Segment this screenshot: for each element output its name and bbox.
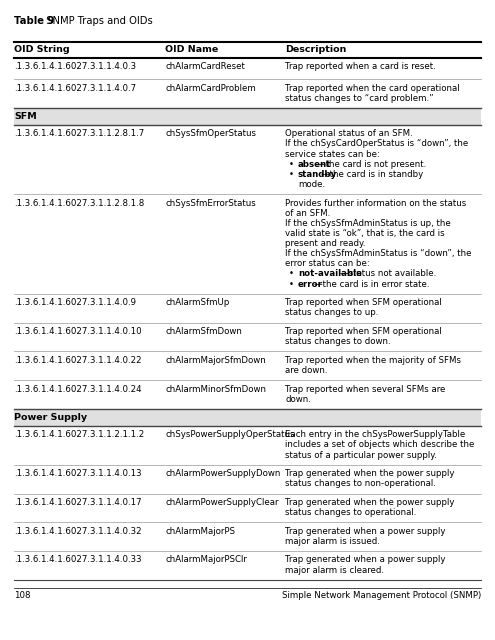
Text: .1.3.6.1.4.1.6027.3.1.1.4.0.3: .1.3.6.1.4.1.6027.3.1.1.4.0.3 <box>14 62 136 71</box>
Text: absent: absent <box>298 160 331 169</box>
Text: major alarm is issued.: major alarm is issued. <box>285 537 380 546</box>
Text: error: error <box>298 280 323 289</box>
Text: status changes to operational.: status changes to operational. <box>285 508 416 517</box>
Text: Power Supply: Power Supply <box>14 413 87 422</box>
Text: chSysPowerSupplyOperStatus: chSysPowerSupplyOperStatus <box>165 430 295 439</box>
Text: If the chSysCardOperStatus is “down”, the: If the chSysCardOperStatus is “down”, th… <box>285 140 468 148</box>
Text: valid state is “ok”, that is, the card is: valid state is “ok”, that is, the card i… <box>285 229 445 238</box>
Text: Trap generated when the power supply: Trap generated when the power supply <box>285 469 454 478</box>
Text: chSysSfmErrorStatus: chSysSfmErrorStatus <box>165 198 256 207</box>
Text: —the card is in error state.: —the card is in error state. <box>314 280 430 289</box>
Text: .1.3.6.1.4.1.6027.3.1.1.4.0.13: .1.3.6.1.4.1.6027.3.1.1.4.0.13 <box>14 469 142 478</box>
Text: Trap reported when the majority of SFMs: Trap reported when the majority of SFMs <box>285 356 461 365</box>
Text: OID String: OID String <box>14 45 70 54</box>
Text: Each entry in the chSysPowerSupplyTable: Each entry in the chSysPowerSupplyTable <box>285 430 465 439</box>
Text: error status can be:: error status can be: <box>285 259 370 268</box>
Text: If the chSysSfmAdminStatus is “down”, the: If the chSysSfmAdminStatus is “down”, th… <box>285 249 472 258</box>
Text: Table 9: Table 9 <box>14 16 54 26</box>
Text: service states can be:: service states can be: <box>285 150 380 159</box>
Text: chAlarmSfmDown: chAlarmSfmDown <box>165 327 242 336</box>
Text: .1.3.6.1.4.1.6027.3.1.1.4.0.10: .1.3.6.1.4.1.6027.3.1.1.4.0.10 <box>14 327 142 336</box>
Text: .1.3.6.1.4.1.6027.3.1.1.4.0.33: .1.3.6.1.4.1.6027.3.1.1.4.0.33 <box>14 556 142 564</box>
Text: chAlarmPowerSupplyClear: chAlarmPowerSupplyClear <box>165 498 279 507</box>
Text: Trap reported when several SFMs are: Trap reported when several SFMs are <box>285 385 446 394</box>
Text: chAlarmMajorPS: chAlarmMajorPS <box>165 527 235 536</box>
Text: —the card is in standby: —the card is in standby <box>321 170 423 179</box>
Text: .1.3.6.1.4.1.6027.3.1.1.4.0.7: .1.3.6.1.4.1.6027.3.1.1.4.0.7 <box>14 84 136 93</box>
Text: standby: standby <box>298 170 337 179</box>
Text: chAlarmMinorSfmDown: chAlarmMinorSfmDown <box>165 385 266 394</box>
Text: .1.3.6.1.4.1.6027.3.1.1.4.0.24: .1.3.6.1.4.1.6027.3.1.1.4.0.24 <box>14 385 142 394</box>
Text: chSysSfmOperStatus: chSysSfmOperStatus <box>165 129 256 138</box>
Text: Trap generated when a power supply: Trap generated when a power supply <box>285 556 446 564</box>
Text: SFM: SFM <box>14 112 37 121</box>
Bar <box>14 108 481 125</box>
Text: Provides further information on the status: Provides further information on the stat… <box>285 198 466 207</box>
Text: OID Name: OID Name <box>165 45 218 54</box>
Text: Trap reported when SFM operational: Trap reported when SFM operational <box>285 327 442 336</box>
Text: status changes to “card problem.”: status changes to “card problem.” <box>285 93 434 102</box>
Text: .1.3.6.1.4.1.6027.3.1.1.4.0.17: .1.3.6.1.4.1.6027.3.1.1.4.0.17 <box>14 498 142 507</box>
Text: includes a set of objects which describe the: includes a set of objects which describe… <box>285 440 474 449</box>
Text: Simple Network Management Protocol (SNMP): Simple Network Management Protocol (SNMP… <box>282 591 481 600</box>
Text: .1.3.6.1.4.1.6027.3.1.1.2.8.1.7: .1.3.6.1.4.1.6027.3.1.1.2.8.1.7 <box>14 129 144 138</box>
Text: Trap reported when SFM operational: Trap reported when SFM operational <box>285 298 442 307</box>
Text: chAlarmMajorSfmDown: chAlarmMajorSfmDown <box>165 356 266 365</box>
Text: .1.3.6.1.4.1.6027.3.1.1.4.0.9: .1.3.6.1.4.1.6027.3.1.1.4.0.9 <box>14 298 136 307</box>
Text: chAlarmCardProblem: chAlarmCardProblem <box>165 84 256 93</box>
Text: present and ready.: present and ready. <box>285 239 365 248</box>
Text: —status not available.: —status not available. <box>340 269 436 278</box>
Text: status changes to non-operational.: status changes to non-operational. <box>285 479 436 488</box>
Text: 108: 108 <box>14 591 31 600</box>
Bar <box>14 409 481 426</box>
Text: Trap reported when the card operational: Trap reported when the card operational <box>285 84 460 93</box>
Text: mode.: mode. <box>298 180 325 189</box>
Text: status of a particular power supply.: status of a particular power supply. <box>285 451 437 460</box>
Text: are down.: are down. <box>285 366 328 375</box>
Text: chAlarmPowerSupplyDown: chAlarmPowerSupplyDown <box>165 469 280 478</box>
Text: status changes to up.: status changes to up. <box>285 308 378 317</box>
Text: Description: Description <box>285 45 346 54</box>
Text: major alarm is cleared.: major alarm is cleared. <box>285 566 384 575</box>
Text: •: • <box>289 269 294 278</box>
Text: If the chSysSfmAdminStatus is up, the: If the chSysSfmAdminStatus is up, the <box>285 219 451 228</box>
Text: •: • <box>289 280 294 289</box>
Text: Trap generated when a power supply: Trap generated when a power supply <box>285 527 446 536</box>
Text: down.: down. <box>285 395 311 404</box>
Text: .1.3.6.1.4.1.6027.3.1.1.4.0.32: .1.3.6.1.4.1.6027.3.1.1.4.0.32 <box>14 527 142 536</box>
Text: Trap reported when a card is reset.: Trap reported when a card is reset. <box>285 62 436 71</box>
Text: of an SFM.: of an SFM. <box>285 209 330 218</box>
Text: Operational status of an SFM.: Operational status of an SFM. <box>285 129 413 138</box>
Text: Trap generated when the power supply: Trap generated when the power supply <box>285 498 454 507</box>
Text: —the card is not present.: —the card is not present. <box>317 160 427 169</box>
Text: .1.3.6.1.4.1.6027.3.1.1.2.1.1.2: .1.3.6.1.4.1.6027.3.1.1.2.1.1.2 <box>14 430 144 439</box>
Text: chAlarmMajorPSClr: chAlarmMajorPSClr <box>165 556 247 564</box>
Text: •: • <box>289 170 294 179</box>
Text: chAlarmSfmUp: chAlarmSfmUp <box>165 298 229 307</box>
Text: status changes to down.: status changes to down. <box>285 337 391 346</box>
Text: .1.3.6.1.4.1.6027.3.1.1.2.8.1.8: .1.3.6.1.4.1.6027.3.1.1.2.8.1.8 <box>14 198 144 207</box>
Text: chAlarmCardReset: chAlarmCardReset <box>165 62 245 71</box>
Text: SNMP Traps and OIDs: SNMP Traps and OIDs <box>40 16 153 26</box>
Text: •: • <box>289 160 294 169</box>
Text: .1.3.6.1.4.1.6027.3.1.1.4.0.22: .1.3.6.1.4.1.6027.3.1.1.4.0.22 <box>14 356 142 365</box>
Text: not-available: not-available <box>298 269 362 278</box>
